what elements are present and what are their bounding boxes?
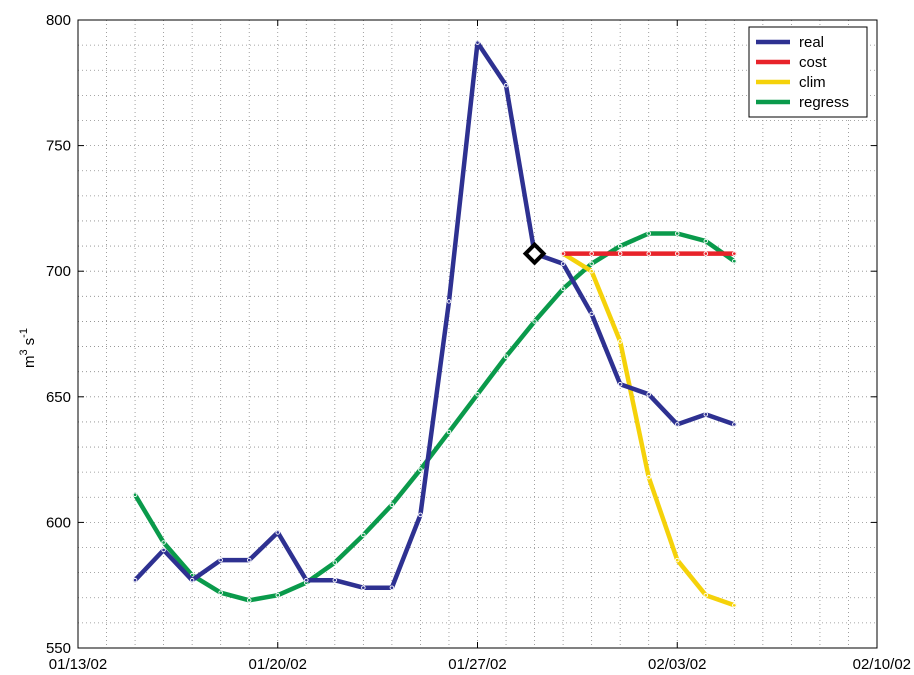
data-point-regress bbox=[218, 590, 223, 595]
data-point-real bbox=[304, 577, 309, 583]
x-tick-label: 01/13/02 bbox=[49, 656, 107, 673]
data-point-clim bbox=[617, 339, 623, 344]
legend-label-cost: cost bbox=[799, 54, 827, 71]
data-point-regress bbox=[446, 429, 452, 435]
data-point-clim bbox=[646, 474, 651, 480]
data-point-regress bbox=[389, 502, 395, 508]
data-point-cost bbox=[589, 251, 594, 256]
diamond-marker bbox=[522, 241, 547, 266]
x-tick-label: 02/03/02 bbox=[648, 656, 706, 673]
data-point-clim bbox=[589, 268, 594, 274]
data-point-real bbox=[732, 422, 737, 427]
data-point-real bbox=[446, 299, 452, 304]
data-point-regress bbox=[246, 598, 252, 603]
data-point-real bbox=[218, 557, 223, 563]
data-point-clim bbox=[732, 603, 737, 608]
data-point-regress bbox=[646, 231, 651, 236]
data-point-regress bbox=[332, 560, 338, 565]
data-point-regress bbox=[532, 319, 537, 324]
data-point-real bbox=[275, 530, 281, 535]
marker-layer bbox=[522, 241, 547, 266]
legend: real cost clim regress bbox=[748, 26, 868, 118]
y-tick-label: 600 bbox=[46, 514, 71, 531]
legend-label-real: real bbox=[799, 34, 824, 51]
y-tick-label: 700 bbox=[46, 263, 71, 280]
y-tick-label: 650 bbox=[46, 389, 71, 406]
data-point-regress bbox=[675, 231, 680, 236]
data-point-real bbox=[560, 261, 566, 266]
data-point-regress bbox=[132, 492, 138, 498]
legend-label-clim: clim bbox=[799, 74, 826, 91]
data-point-regress bbox=[732, 258, 737, 264]
y-tick-label: 550 bbox=[46, 640, 71, 657]
data-point-regress bbox=[560, 286, 566, 292]
x-tick-label: 01/27/02 bbox=[448, 656, 506, 673]
data-point-cost bbox=[617, 251, 623, 256]
data-point-regress bbox=[703, 238, 709, 244]
data-point-regress bbox=[503, 354, 509, 359]
data-point-real bbox=[675, 422, 680, 427]
data-point-real bbox=[475, 40, 480, 45]
data-point-real bbox=[132, 577, 138, 583]
data-point-cost bbox=[646, 251, 651, 256]
data-point-regress bbox=[161, 540, 166, 545]
data-point-regress bbox=[275, 592, 281, 598]
series-line-regress bbox=[132, 231, 737, 603]
data-point-clim bbox=[675, 557, 680, 563]
data-point-real bbox=[617, 381, 623, 387]
axes: 550 600 650 700 750 800 01/13/02 01/20/02 01/27/… bbox=[46, 12, 911, 673]
data-point-cost bbox=[732, 251, 737, 256]
data-point-clim bbox=[703, 592, 709, 598]
data-point-real bbox=[418, 512, 423, 518]
data-point-regress bbox=[475, 392, 480, 397]
grid bbox=[78, 20, 877, 648]
data-point-regress bbox=[617, 243, 623, 249]
data-point-regress bbox=[418, 467, 423, 472]
data-point-cost bbox=[560, 251, 566, 256]
data-point-real bbox=[646, 392, 651, 397]
y-axis-label: m3s-1 bbox=[18, 328, 38, 368]
data-point-real bbox=[703, 412, 709, 417]
data-point-real bbox=[503, 83, 509, 88]
y-tick-label: 800 bbox=[46, 12, 71, 29]
data-point-real bbox=[332, 577, 338, 583]
data-point-cost bbox=[675, 251, 680, 256]
legend-label-regress: regress bbox=[799, 94, 849, 111]
data-point-regress bbox=[361, 532, 366, 538]
data-point-real bbox=[589, 311, 594, 317]
series-layer bbox=[132, 40, 737, 608]
data-point-real bbox=[161, 547, 166, 553]
series-line-clim bbox=[560, 251, 737, 608]
y-tick-label: 750 bbox=[46, 138, 71, 155]
x-tick-label: 02/10/02 bbox=[853, 656, 911, 673]
data-point-real bbox=[189, 577, 195, 583]
data-point-cost bbox=[703, 251, 709, 256]
data-point-real bbox=[361, 585, 366, 590]
data-point-regress bbox=[589, 261, 594, 266]
data-point-real bbox=[246, 557, 252, 563]
series-line-real bbox=[132, 40, 737, 590]
data-point-real bbox=[389, 585, 395, 590]
x-tick-label: 01/20/02 bbox=[249, 656, 307, 673]
